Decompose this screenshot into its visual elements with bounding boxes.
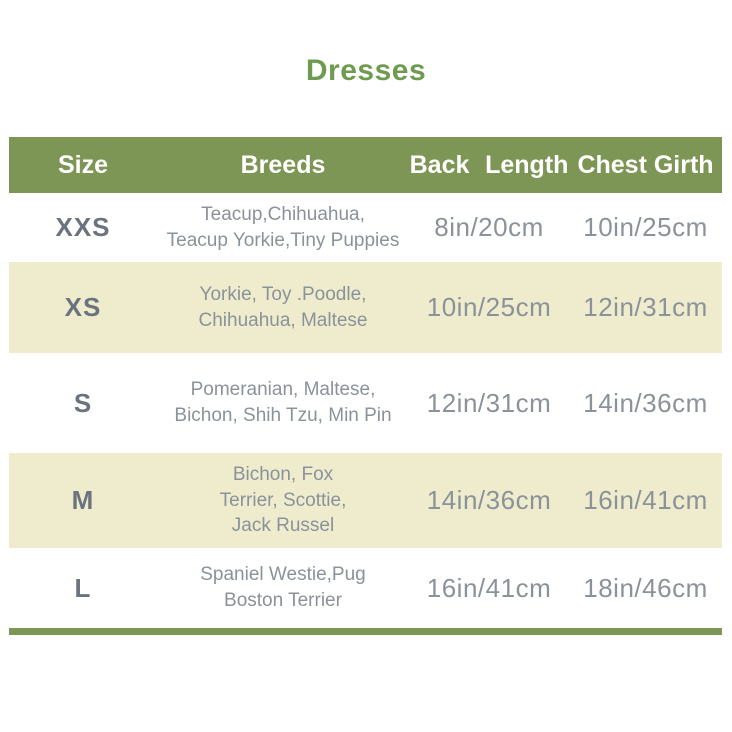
column-header-breeds: Breeds bbox=[240, 150, 326, 179]
chest-girth-value: 14in/36cm bbox=[583, 387, 708, 418]
breed-line: Chihuahua, Maltese bbox=[198, 309, 368, 331]
breed-line: Jack Russel bbox=[231, 515, 335, 537]
breeds-value: Yorkie, Toy .Poodle, Chihuahua, Maltese bbox=[157, 282, 409, 333]
breed-line: Yorkie, Toy .Poodle, bbox=[199, 283, 367, 305]
breed-line: Teacup Yorkie,Tiny Puppies bbox=[166, 229, 400, 251]
page-title: Dresses bbox=[305, 54, 427, 87]
table-row: L Spaniel Westie,Pug Boston Terrier 16in/41… bbox=[9, 548, 722, 628]
column-header-size: Size bbox=[57, 150, 109, 179]
chest-girth-value: 16in/41cm bbox=[583, 485, 708, 515]
size-table: Size Breeds Back Length Chest Girth XXS T… bbox=[9, 137, 722, 635]
table-body: XXS Teacup,Chihuahua, Teacup Yorkie,Tiny P… bbox=[9, 193, 722, 628]
breed-line: Bichon, Shih Tzu, Min Pin bbox=[174, 405, 392, 426]
breeds-value: Teacup,Chihuahua, Teacup Yorkie,Tiny Pupp… bbox=[157, 202, 409, 253]
size-value: S bbox=[73, 387, 93, 418]
breeds-value: Bichon, Fox Terrier, Scottie, Jack Russel bbox=[157, 462, 409, 539]
size-value: XS bbox=[64, 292, 102, 322]
table-row: M Bichon, Fox Terrier, Scottie, Jack Russel… bbox=[9, 453, 722, 548]
breed-line: Teacup,Chihuahua, bbox=[201, 203, 365, 225]
table-row: XXS Teacup,Chihuahua, Teacup Yorkie,Tiny P… bbox=[9, 193, 722, 262]
table-header-row: Size Breeds Back Length Chest Girth bbox=[9, 137, 722, 193]
size-value: XXS bbox=[55, 212, 111, 242]
back-length-value: 8in/20cm bbox=[434, 212, 544, 242]
breed-line: Terrier, Scottie, bbox=[219, 489, 347, 511]
back-length-value: 14in/36cm bbox=[426, 485, 552, 515]
size-value: M bbox=[71, 485, 95, 515]
chest-girth-value: 10in/25cm bbox=[583, 212, 708, 242]
breed-line: Spaniel Westie,Pug bbox=[200, 564, 366, 586]
breed-line: Bichon, Fox bbox=[232, 464, 334, 486]
back-length-value: 10in/25cm bbox=[426, 292, 552, 322]
back-length-value: 16in/41cm bbox=[426, 572, 552, 603]
column-header-chest-girth: Chest Girth bbox=[577, 150, 714, 179]
chest-girth-value: 12in/31cm bbox=[583, 292, 708, 322]
breed-line: Boston Terrier bbox=[224, 590, 342, 611]
breeds-value: Spaniel Westie,Pug Boston Terrier bbox=[157, 562, 409, 613]
table-row: S Pomeranian, Maltese, Bichon, Shih Tzu, M… bbox=[9, 353, 722, 453]
table-bottom-border bbox=[9, 628, 722, 635]
table-row: XS Yorkie, Toy .Poodle, Chihuahua, Maltese… bbox=[9, 262, 722, 353]
size-value: L bbox=[74, 572, 92, 603]
breeds-value: Pomeranian, Maltese, Bichon, Shih Tzu, Mi… bbox=[157, 377, 409, 428]
back-length-value: 12in/31cm bbox=[426, 387, 552, 418]
chest-girth-value: 18in/46cm bbox=[583, 572, 708, 603]
column-header-back-length: Back Length bbox=[409, 150, 569, 179]
breed-line: Pomeranian, Maltese, bbox=[190, 379, 376, 401]
